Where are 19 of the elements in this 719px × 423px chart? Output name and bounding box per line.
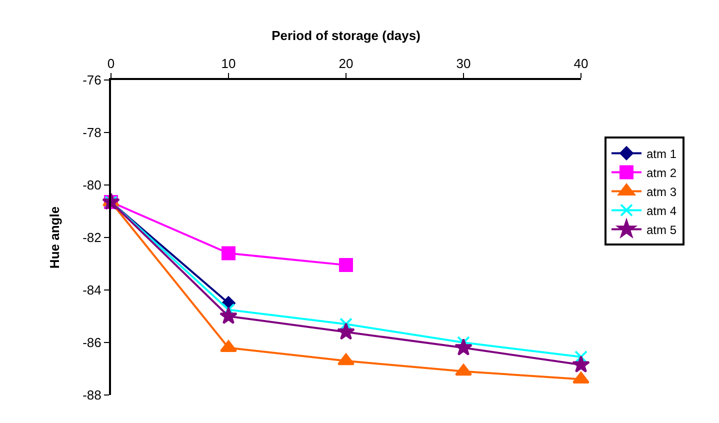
legend-label: atm 4 — [646, 204, 677, 218]
x-tick-label: 40 — [574, 56, 588, 71]
y-tick-label: -86 — [82, 335, 102, 350]
y-tick-label: -84 — [82, 282, 102, 298]
y-tick-label: -76 — [82, 72, 102, 88]
legend-label: atm 1 — [646, 146, 677, 161]
y-tick-label: -88 — [82, 388, 102, 403]
y-tick-label: -78 — [82, 125, 102, 140]
y-axis-title: Hue angle — [47, 206, 62, 269]
x-tick-label: 30 — [456, 56, 471, 71]
y-tick-label: -82 — [82, 230, 102, 246]
y-tick-label: -80 — [82, 178, 102, 193]
x-tick-label: 20 — [338, 56, 354, 71]
x-tick-label: 10 — [221, 56, 236, 71]
x-axis-title: Period of storage (days) — [272, 28, 420, 44]
legend-label: atm 3 — [646, 184, 677, 199]
x-tick-label: 0 — [107, 56, 115, 71]
legend-label: atm 5 — [646, 222, 677, 237]
legend-label: atm 2 — [646, 166, 677, 180]
